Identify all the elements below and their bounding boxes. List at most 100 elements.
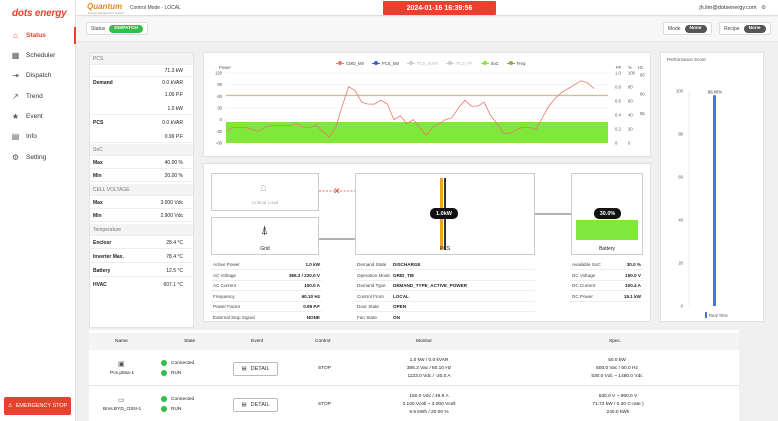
sidebar-item-dispatch[interactable]: ⇥ Dispatch [0,67,76,84]
pct-tick-label: 0 [628,141,631,146]
device-state-connected: Connected [161,396,194,402]
cell-min-row: Min 2.900 Vdc [90,210,193,222]
sidebar-item-label: Status [26,32,46,39]
info-row: Active Power 1.0 kW [211,260,322,270]
battery-label: Battery [599,246,615,252]
top-bar: Quantum Energy Management System Control… [76,0,778,16]
pf-tick-label: 0.2 [615,127,621,132]
exit-icon: ⇥ [12,71,19,80]
app-logo: dots energy [12,8,67,19]
pct-tick-label: 20 [628,127,633,132]
sidebar-item-scheduler[interactable]: ▦ Scheduler [0,47,76,64]
status-badge: DISPATCH [109,24,143,33]
settings-icon[interactable]: ⚙ [761,5,766,11]
y-tick-label: -60 [216,141,223,146]
alert-icon: ⚠ [7,403,13,409]
trend-chart-panel: Power PF % Hz 120 90 60 30 0 -30 -60 1.0 100 0.8 8… [203,52,651,157]
battery-level-fill [576,220,638,240]
info-row: Frequency 60.10 Hz [211,292,322,302]
device-spec: 630.0 V ~ 960.0 V 71.72 kW / 0.30 C-rate … [592,394,644,415]
detail-button[interactable]: ▤ DETAIL [233,362,278,376]
sidebar-item-status[interactable]: ⌂ Status [0,27,76,44]
cmd-kw-line [225,80,595,138]
info-row: AC Voltage 386.3 / 220.0 V [211,271,322,281]
perf-y-tick: 100 [676,89,684,94]
chart-pf-label: PF [616,65,622,70]
device-name: Bms.BYD_OSN-1 [103,407,142,412]
mode-badge: None [684,24,707,33]
info-label: Operation Mode [357,272,390,278]
sidebar-item-label: Event [26,113,43,120]
info-row: Demand State DISCHARGE [355,260,535,270]
calendar-icon: ▦ [11,51,20,60]
info-value: 150.0 V [625,272,641,278]
temperature-section-header: Temperature [90,224,193,236]
emergency-stop-button[interactable]: ⚠ EMERGENCY STOP [4,397,71,415]
sidebar-item-label: Info [26,133,37,140]
sidebar-item-event[interactable]: ★ Event [0,108,76,125]
info-label: External Stop Signal [213,314,255,320]
info-label: Door State [357,304,379,309]
info-value: 60.10 Hz [301,293,320,299]
device-monitor: 1.0 kW / 0.0 kVAR 386.3 Vac / 60.10 Hz 113… [406,358,452,379]
connected-status-icon [161,360,167,366]
perf-y-tick: 0 [681,304,684,309]
hz-tick-label: 60 [640,92,645,97]
col-header-state: State [184,339,196,344]
pct-tick-label: 80 [628,85,633,90]
table-row [89,350,739,386]
cell-max-row: Max 3.000 Vdc [90,197,193,209]
gear-icon: ⚙ [11,153,20,162]
demand-pf-row: 1.00 P.F [164,92,183,98]
info-label: Demand State [357,262,387,267]
sidebar-item-label: Dispatch [26,72,52,79]
critical-load-box[interactable]: ⌂ Critical Load [211,173,319,211]
battery-box[interactable]: 30.0% Battery [571,173,643,255]
recipe-badge: None [743,24,766,33]
info-value: 386.3 / 220.0 V [288,272,320,278]
info-label: Fan State [357,314,377,320]
pcs-device-icon: ▣ [118,361,125,368]
hvac-temp-row: HVAC 607.1 °C [93,282,183,288]
home-icon: ⌂ [13,31,18,40]
legend-pcs-pf[interactable]: PCS_PF [446,61,473,66]
battery-temp-row: Battery 12.5 °C [90,265,193,277]
device-control[interactable]: STOP [318,402,331,407]
hz-tick-label: 55 [640,111,645,116]
sidebar-item-setting[interactable]: ⚙ Setting [0,149,76,166]
legend-pcs-kvar[interactable]: PCS_kVAR [406,61,438,66]
status-indicator: Status DISPATCH [86,22,148,35]
legend-freq[interactable]: Freq [506,61,525,66]
detail-button[interactable]: ▤ DETAIL [233,398,278,412]
info-label: Power Factor [213,304,241,309]
legend-pcs-kw[interactable]: PCS_kW [371,61,399,66]
datetime-display: 2024-01-16 16:39:56 [383,1,496,15]
connected-status-icon [161,396,167,402]
col-header-monitor: Monitor [416,339,432,344]
info-value: 30.0 % [626,262,641,267]
y-tick-label: 60 [217,94,222,99]
battery-device-icon: ▭ [118,397,125,404]
user-menu[interactable]: jh.lim@dotsenergy.com ⚙ [699,5,766,11]
user-email: jh.lim@dotsenergy.com [699,5,757,11]
pcs-box[interactable]: 1.0kW PCS [355,173,535,255]
legend-soc[interactable]: SoC [480,61,499,66]
sidebar-item-info[interactable]: ▤ Info [0,128,76,145]
pcs-pf-row: 0.99 P.F [90,131,193,143]
sidebar-item-trend[interactable]: ↗ Trend [0,88,76,105]
grid-box[interactable]: ⍋ Grid [211,217,319,255]
pf-tick-label: 1.0 [615,71,621,76]
document-icon: ▤ [241,402,247,408]
chart-legend[interactable]: CMD_kW PCS_kW PCS_kVAR PCS_PF SoC Freq [336,61,525,66]
legend-cmd-kw[interactable]: CMD_kW [336,61,364,66]
info-label: Control From [357,293,384,299]
chart-hz-label: Hz [638,65,643,70]
battery-soc-badge: 30.0% [594,208,621,219]
info-row: AC Current 100.0 A [211,281,322,291]
info-value: 100.4 A [625,283,641,288]
perf-y-tick: 80 [678,132,683,137]
performance-panel: Performance Score 100 80 60 40 20 0 98.00% Real… [660,52,764,322]
recipe-indicator: Recipe None [719,22,771,35]
device-control[interactable]: STOP [318,366,331,371]
info-label: AC Voltage [213,272,236,278]
